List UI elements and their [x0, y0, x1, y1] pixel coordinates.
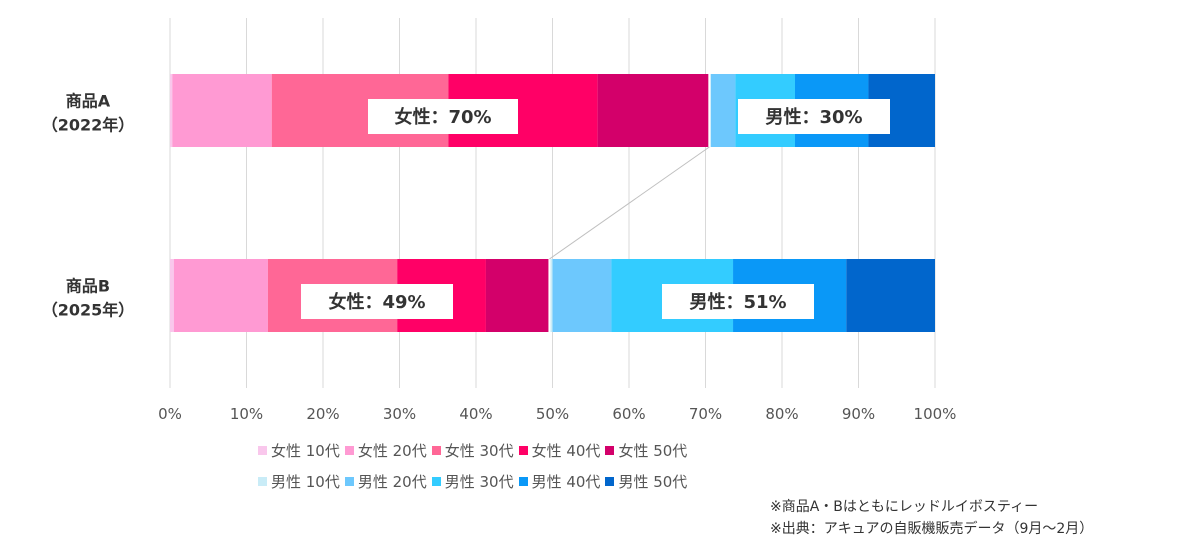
footnote-product: ※商品A・Bはともにレッドルイボスティー	[770, 499, 1039, 515]
legend-item: 女性 10代	[258, 440, 340, 461]
legend-row-male: 男性 10代 男性 20代 男性 30代 男性 40代 男性 50代	[258, 471, 692, 492]
legend-label: 男性 30代	[444, 473, 514, 491]
group-label-box	[662, 284, 814, 319]
legend-label: 女性 10代	[271, 442, 340, 460]
legend-item: 男性 10代	[258, 471, 340, 492]
legend-swatch	[431, 446, 441, 455]
legend-label: 女性 30代	[444, 442, 514, 460]
group-label: 女性：70%	[394, 106, 491, 128]
legend-swatch	[344, 477, 354, 486]
x-tick-label: 20%	[306, 405, 339, 423]
bar-segment	[846, 259, 935, 332]
bar-segment	[172, 74, 272, 147]
legend-swatch	[344, 446, 354, 455]
category-label: （2022年）	[42, 116, 135, 135]
legend-swatch	[605, 477, 615, 486]
group-label-box	[301, 284, 453, 319]
group-label-box	[738, 99, 890, 134]
legend-swatch	[258, 477, 267, 486]
legend-row-female: 女性 10代 女性 20代 女性 30代 女性 40代 女性 50代	[258, 440, 692, 461]
legend-swatch	[518, 446, 528, 455]
x-tick-label: 80%	[765, 405, 798, 423]
legend-label: 男性 40代	[531, 473, 601, 491]
legend-item: 男性 30代	[431, 471, 514, 492]
legend-item: 男性 20代	[344, 471, 427, 492]
x-tick-label: 60%	[612, 405, 645, 423]
bar-segment	[485, 259, 550, 332]
x-tick-label: 100%	[914, 405, 957, 423]
group-label: 女性：49%	[328, 291, 425, 313]
legend-swatch	[431, 477, 441, 486]
legend-item: 男性 40代	[518, 471, 601, 492]
legend-swatch	[518, 477, 528, 486]
legend-item: 女性 50代	[605, 440, 687, 461]
x-tick-label: 70%	[689, 405, 722, 423]
footnote-source: ※出典：アキュアの自販機販売データ（9月～2月）	[770, 521, 1094, 537]
category-label: （2025年）	[42, 301, 135, 320]
bar-segment	[710, 74, 736, 147]
legend-swatch	[258, 446, 267, 455]
legend-label: 男性 20代	[357, 473, 427, 491]
x-tick-label: 30%	[383, 405, 416, 423]
x-tick-label: 10%	[230, 405, 263, 423]
bar-segment	[549, 259, 553, 332]
connector-line	[549, 146, 710, 260]
category-label: 商品B	[66, 277, 110, 296]
legend-label: 女性 20代	[357, 442, 427, 460]
category-label: 商品A	[66, 92, 111, 111]
bar-segment	[170, 259, 174, 332]
footnotes: ※商品A・Bはともにレッドルイボスティー ※出典：アキュアの自販機販売データ（9…	[770, 496, 1093, 540]
legend-item: 女性 40代	[518, 440, 601, 461]
group-label: 男性：51%	[689, 291, 786, 313]
x-tick-label: 50%	[536, 405, 569, 423]
legend-label: 女性 40代	[531, 442, 601, 460]
legend-label: 男性 10代	[271, 473, 340, 491]
legend-item: 男性 50代	[605, 471, 687, 492]
x-tick-label: 90%	[842, 405, 875, 423]
bar-segment	[170, 74, 173, 147]
legend-item: 女性 20代	[344, 440, 427, 461]
bar-segment	[597, 74, 710, 147]
group-label-box	[368, 99, 518, 134]
legend-item: 女性 30代	[431, 440, 514, 461]
legend-label: 女性 50代	[618, 442, 688, 460]
legend-swatch	[605, 446, 615, 455]
x-tick-label: 40%	[459, 405, 492, 423]
group-label: 男性：30%	[765, 106, 862, 128]
bar-segment	[173, 259, 268, 332]
legend-label: 男性 50代	[618, 473, 688, 491]
x-tick-label: 0%	[158, 405, 182, 423]
bar-segment	[552, 259, 612, 332]
